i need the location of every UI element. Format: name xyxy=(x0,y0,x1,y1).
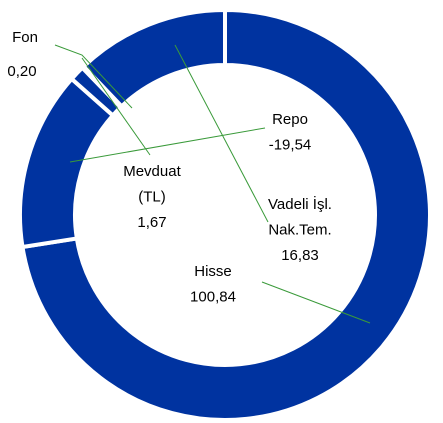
category-label: Mevduat xyxy=(123,163,181,180)
category-label: Repo xyxy=(272,111,308,128)
slice xyxy=(20,7,432,422)
category-label: Fon xyxy=(12,29,38,46)
category-label: Nak.Tem. xyxy=(268,221,331,238)
category-label: Hisse xyxy=(194,263,232,280)
value-label: 100,84 xyxy=(190,288,236,305)
leader-line xyxy=(54,44,133,109)
leader-line xyxy=(69,127,266,163)
slice xyxy=(80,7,227,110)
labels: Hisse 100,84 Repo -19,54 Mevduat (TL) 1,67 Fon 0… xyxy=(7,29,332,306)
category-label: Vadeli İşl. xyxy=(268,195,332,213)
value-label: 16,83 xyxy=(281,247,319,264)
leader-line xyxy=(174,44,269,223)
value-label: -19,54 xyxy=(269,136,312,153)
leader-line xyxy=(81,57,151,156)
slices xyxy=(18,7,432,422)
value-label: 0,20 xyxy=(7,63,36,80)
category-label: (TL) xyxy=(138,188,166,205)
value-label: 1,67 xyxy=(137,214,166,231)
leader-line xyxy=(261,281,371,324)
